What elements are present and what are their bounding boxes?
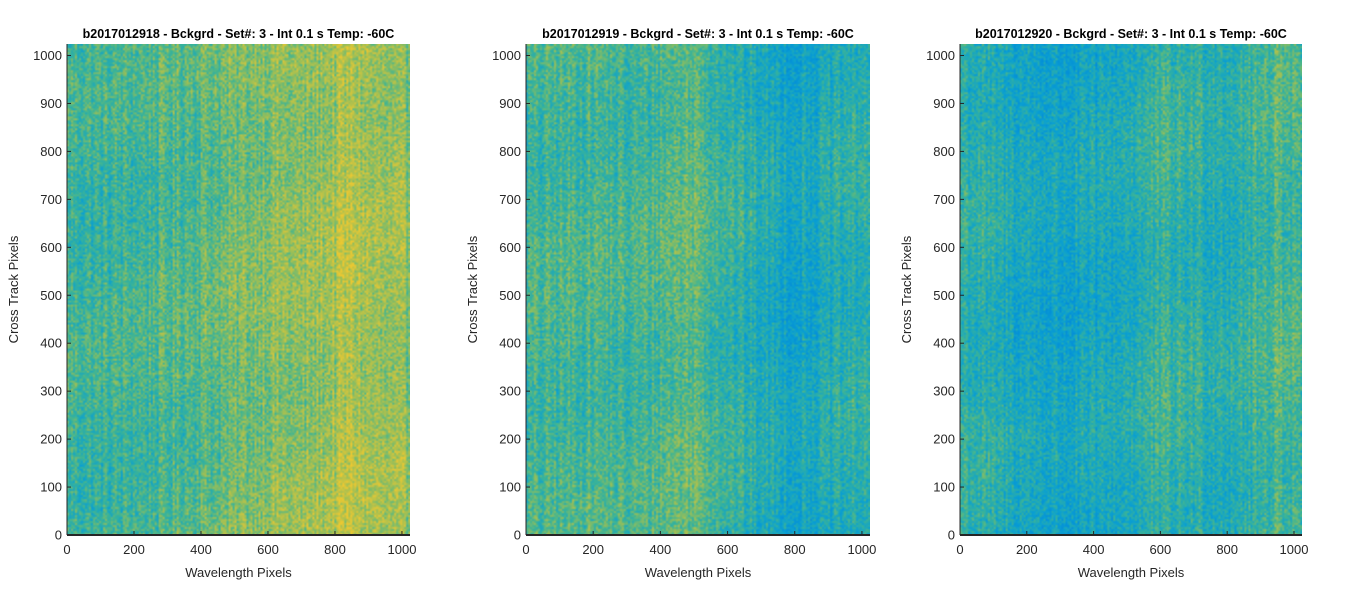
y-tick-label: 100 [40, 480, 62, 495]
y-tick-label: 100 [499, 480, 521, 495]
y-tick-label: 400 [40, 336, 62, 351]
x-tick-label: 400 [1083, 542, 1105, 557]
x-tick-label: 1000 [388, 542, 417, 557]
y-tick-label: 900 [40, 96, 62, 111]
y-axis-label: Cross Track Pixels [465, 235, 480, 343]
y-tick-label: 500 [499, 288, 521, 303]
x-tick-label: 600 [257, 542, 279, 557]
y-tick-label: 0 [948, 528, 955, 543]
x-tick-label: 800 [324, 542, 346, 557]
y-tick-label: 500 [933, 288, 955, 303]
y-tick-label: 1000 [492, 48, 521, 63]
chart-title: b2017012920 - Bckgrd - Set#: 3 - Int 0.1… [975, 27, 1287, 41]
y-tick-label: 1000 [33, 48, 62, 63]
y-tick-label: 900 [933, 96, 955, 111]
x-tick-label: 600 [1150, 542, 1172, 557]
heatmap-image-3 [960, 44, 1302, 535]
x-tick-label: 0 [63, 542, 70, 557]
y-tick-label: 700 [499, 192, 521, 207]
y-tick-label: 0 [55, 528, 62, 543]
x-tick-label: 0 [956, 542, 963, 557]
y-tick-label: 900 [499, 96, 521, 111]
y-tick-label: 400 [933, 336, 955, 351]
y-axis-label: Cross Track Pixels [899, 235, 914, 343]
y-tick-label: 700 [933, 192, 955, 207]
x-axis-label: Wavelength Pixels [1078, 565, 1185, 580]
y-tick-label: 100 [933, 480, 955, 495]
subplot-3: 0 200 400 600 800 1000 0 100 200 300 400 500 600 700 8… [899, 27, 1308, 580]
y-tick-label: 600 [40, 240, 62, 255]
y-tick-label: 700 [40, 192, 62, 207]
y-tick-label: 0 [514, 528, 521, 543]
y-tick-label: 600 [933, 240, 955, 255]
y-tick-label: 1000 [926, 48, 955, 63]
x-axis-label: Wavelength Pixels [645, 565, 752, 580]
y-tick-label: 200 [499, 432, 521, 447]
y-tick-label: 300 [933, 384, 955, 399]
x-tick-label: 800 [784, 542, 806, 557]
chart-title: b2017012918 - Bckgrd - Set#: 3 - Int 0.1… [83, 27, 395, 41]
heatmap-image-1 [67, 44, 410, 535]
y-tick-label: 200 [933, 432, 955, 447]
x-tick-label: 200 [582, 542, 604, 557]
x-tick-label: 800 [1216, 542, 1238, 557]
chart-title: b2017012919 - Bckgrd - Set#: 3 - Int 0.1… [542, 27, 854, 41]
x-tick-label: 200 [1016, 542, 1038, 557]
subplot-2: 0 200 400 600 800 1000 0 100 200 300 400 500 600 700 8… [465, 27, 876, 580]
y-axis-label: Cross Track Pixels [6, 235, 21, 343]
y-tick-label: 800 [933, 144, 955, 159]
x-tick-label: 200 [123, 542, 145, 557]
x-axis-label: Wavelength Pixels [185, 565, 292, 580]
x-tick-label: 1000 [847, 542, 876, 557]
x-tick-label: 0 [522, 542, 529, 557]
y-tick-label: 800 [40, 144, 62, 159]
y-tick-label: 500 [40, 288, 62, 303]
heatmap-image-2 [526, 44, 870, 535]
y-tick-label: 300 [40, 384, 62, 399]
y-tick-label: 800 [499, 144, 521, 159]
y-tick-label: 200 [40, 432, 62, 447]
subplot-1: 0 200 400 600 800 1000 0 100 200 300 400 500 600 700 8… [6, 27, 416, 580]
x-tick-label: 1000 [1280, 542, 1309, 557]
x-tick-label: 400 [650, 542, 672, 557]
y-tick-label: 600 [499, 240, 521, 255]
x-tick-label: 600 [717, 542, 739, 557]
y-tick-label: 400 [499, 336, 521, 351]
y-tick-label: 300 [499, 384, 521, 399]
x-tick-label: 400 [190, 542, 212, 557]
